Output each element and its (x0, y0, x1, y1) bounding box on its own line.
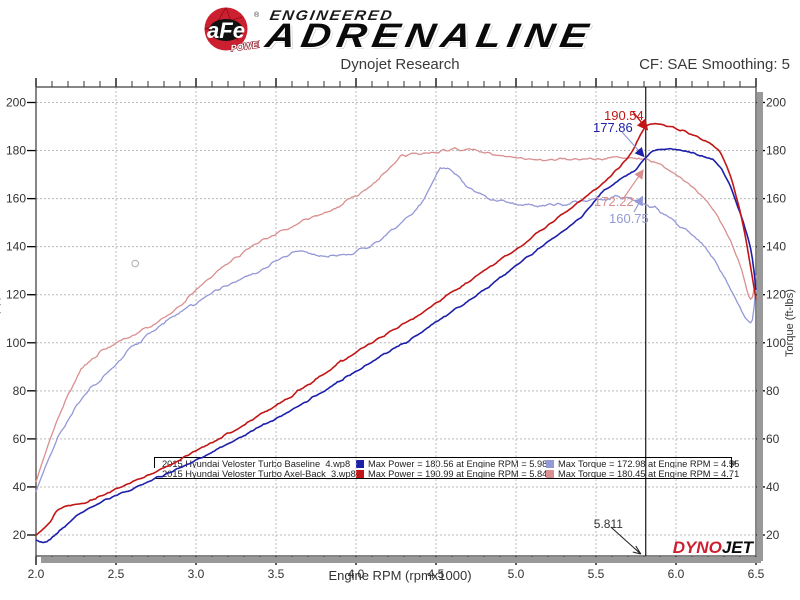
svg-text:40: 40 (766, 480, 780, 494)
svg-text:5.5: 5.5 (588, 567, 605, 581)
svg-text:3.0: 3.0 (188, 567, 205, 581)
svg-text:20: 20 (13, 528, 27, 542)
svg-text:4.5: 4.5 (428, 567, 445, 581)
svg-text:60: 60 (13, 432, 27, 446)
svg-text:180: 180 (766, 144, 786, 158)
svg-text:140: 140 (6, 240, 26, 254)
svg-text:120: 120 (6, 288, 26, 302)
svg-text:80: 80 (766, 384, 780, 398)
svg-text:200: 200 (766, 96, 786, 110)
svg-text:3.5: 3.5 (268, 567, 285, 581)
svg-text:177.86: 177.86 (593, 120, 633, 135)
svg-text:40: 40 (13, 480, 27, 494)
svg-text:100: 100 (766, 336, 786, 350)
svg-text:120: 120 (766, 288, 786, 302)
svg-text:80: 80 (13, 384, 27, 398)
svg-text:DYNOJET: DYNOJET (673, 538, 755, 557)
svg-text:6.5: 6.5 (748, 567, 765, 581)
svg-text:160.75: 160.75 (609, 211, 649, 226)
svg-text:20: 20 (766, 528, 780, 542)
svg-text:4.0: 4.0 (348, 567, 365, 581)
svg-text:6.0: 6.0 (668, 567, 685, 581)
svg-text:2.0: 2.0 (28, 567, 45, 581)
svg-text:5.811: 5.811 (594, 517, 623, 531)
svg-text:160: 160 (766, 192, 786, 206)
svg-text:100: 100 (6, 336, 26, 350)
svg-text:172.22: 172.22 (594, 194, 634, 209)
svg-text:160: 160 (6, 192, 26, 206)
svg-text:140: 140 (766, 240, 786, 254)
svg-text:5.0: 5.0 (508, 567, 525, 581)
svg-text:180: 180 (6, 144, 26, 158)
svg-text:2.5: 2.5 (108, 567, 125, 581)
svg-text:60: 60 (766, 432, 780, 446)
svg-text:200: 200 (6, 96, 26, 110)
